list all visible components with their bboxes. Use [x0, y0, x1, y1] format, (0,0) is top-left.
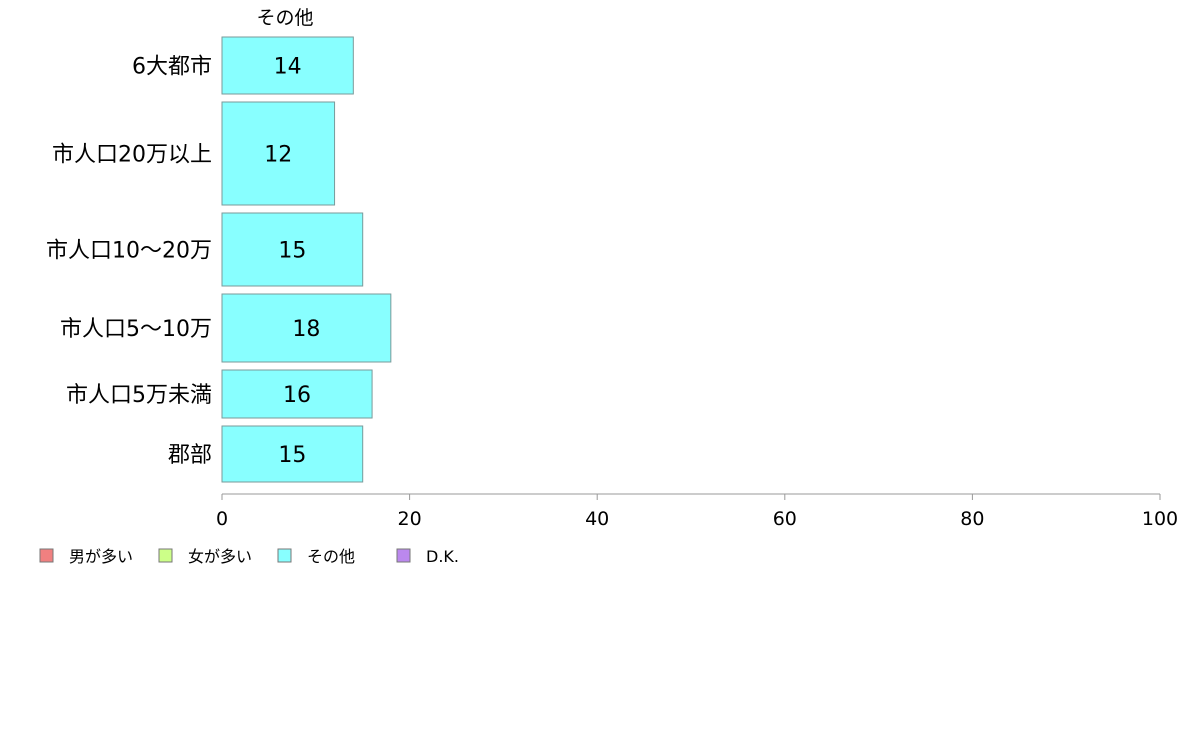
- legend-swatch: [277, 548, 292, 563]
- category-label: 市人口10〜20万: [46, 239, 212, 264]
- bar-value-label: 18: [292, 317, 320, 342]
- category-label: 郡部: [168, 443, 212, 468]
- bar: [221, 36, 354, 95]
- x-tick-label: 80: [960, 508, 984, 530]
- legend-swatch: [396, 548, 411, 563]
- legend-swatch: [39, 548, 54, 563]
- legend-label: 男が多い: [69, 547, 133, 566]
- bar-value-label: 15: [278, 239, 306, 264]
- bar: [221, 101, 336, 206]
- legend-label: D.K.: [426, 547, 459, 566]
- bar-value-label: 14: [274, 55, 302, 80]
- legend-item: D.K.: [396, 547, 459, 566]
- legend: 男が多い 女が多い その他 D.K.: [39, 547, 459, 566]
- x-tick-label: 20: [398, 508, 422, 530]
- legend-item: 女が多い: [158, 547, 252, 566]
- category-label: 6大都市: [132, 55, 212, 80]
- legend-label: 女が多い: [188, 547, 252, 566]
- legend-item: 男が多い: [39, 547, 133, 566]
- bar-value-label: 12: [264, 143, 292, 168]
- x-axis: 0 20 40 60 80 100: [216, 493, 1178, 530]
- bar-value-label: 15: [278, 443, 306, 468]
- legend-swatch: [158, 548, 173, 563]
- bar: [221, 425, 364, 483]
- category-label: 市人口20万以上: [52, 143, 212, 168]
- category-label: 市人口5〜10万: [60, 317, 212, 342]
- bar-value-label: 16: [283, 383, 311, 408]
- legend-label: その他: [307, 547, 355, 566]
- series-top-label: その他: [256, 7, 313, 29]
- x-tick-label: 60: [773, 508, 797, 530]
- bar: [221, 212, 364, 287]
- legend-item: その他: [277, 547, 355, 566]
- x-tick-label: 40: [585, 508, 609, 530]
- bar: [221, 369, 373, 419]
- x-tick-label: 100: [1142, 508, 1178, 530]
- category-label: 市人口5万未満: [66, 383, 212, 408]
- bar: [221, 293, 392, 363]
- x-tick-label: 0: [216, 508, 228, 530]
